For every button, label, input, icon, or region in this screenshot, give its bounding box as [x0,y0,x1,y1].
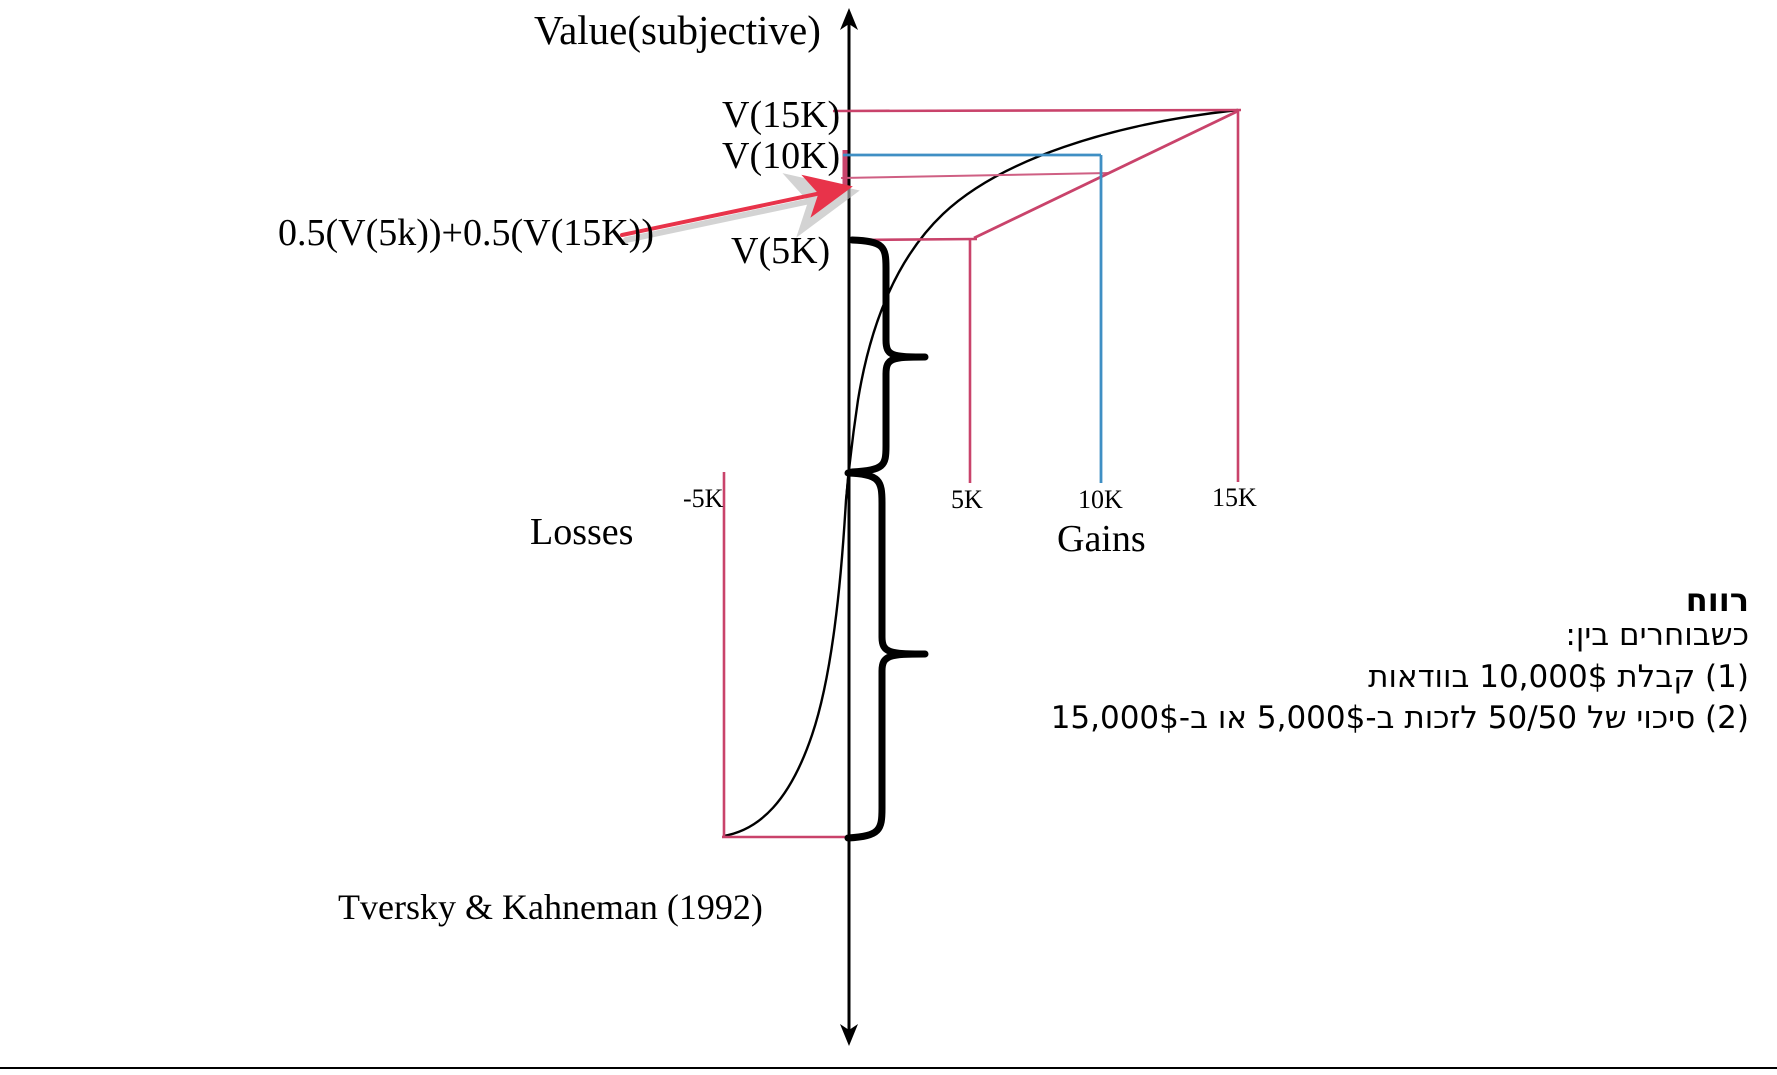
losses-brace [844,469,929,842]
citation-label: Tversky & Kahneman (1992) [338,887,763,927]
hebrew-line-1: כשבוחרים בין: [1565,617,1749,653]
v10k-label: V(10K) [722,135,841,177]
hebrew-line-3: (2) סיכוי של 50/50 לזכות ב-5,000$ או ב-1… [1050,700,1749,736]
value-function-curve [722,108,1239,838]
v5k-label: V(5K) [731,230,831,272]
expected-value-arrow [620,174,853,237]
slide-bottom-border [0,1067,1777,1075]
v15k-horizontal-line [832,108,1242,113]
v15k-label: V(15K) [722,94,841,136]
expected-value-expression: 0.5(V(5k))+0.5(V(15K)) [278,212,654,254]
hebrew-line-2: (1) קבלת 10,000$ בוודאות [1368,659,1749,695]
gains-brace [848,236,929,476]
tick-label-15k: 15K [1212,483,1257,512]
y-axis-title: Value(subjective) [534,7,821,53]
y-axis-arrow-up [840,8,858,30]
expected-value-horizontal-line [840,172,1110,179]
tick-label-10k: 10K [1078,485,1123,514]
chord-5k-15k-line [973,109,1239,240]
losses-region-label: Losses [530,511,634,553]
tick-label-5k: 5K [951,485,983,514]
gains-region-label: Gains [1057,518,1146,560]
y-axis-arrow-down [840,1024,858,1046]
tick-label-neg5k: -5K [683,484,724,513]
curve-origin-segment [845,469,850,501]
hebrew-title: רווח [1685,581,1749,619]
